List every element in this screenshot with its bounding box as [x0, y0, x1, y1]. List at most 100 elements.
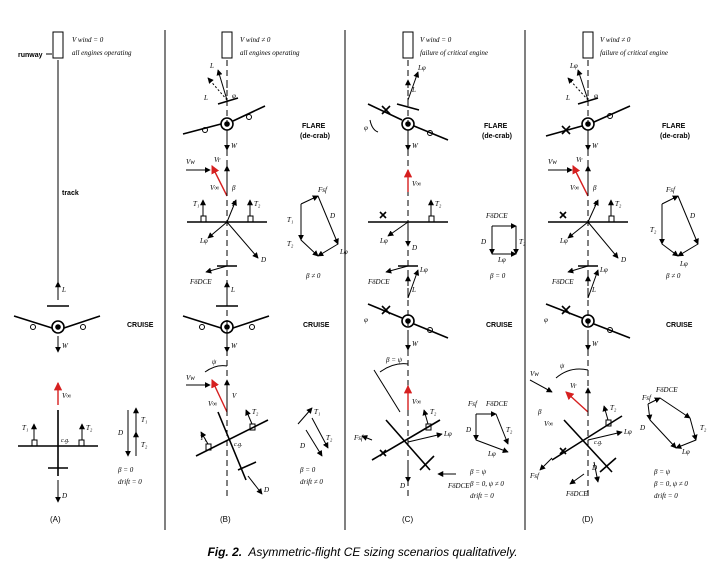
beta-top: β = 0 — [489, 272, 506, 280]
svg-text:FδDCE: FδDCE — [655, 386, 678, 394]
caption-text: Asymmetric-flight CE sizing scenarios qu… — [248, 545, 518, 559]
svg-text:Lφ: Lφ — [199, 237, 208, 245]
beta-text: β = ψ — [653, 468, 671, 476]
aircraft-front-view-cruise — [367, 303, 449, 339]
svg-text:φ: φ — [544, 316, 548, 324]
decrab-label: (de-crab) — [660, 133, 690, 140]
beta-text: β = 0 — [117, 466, 134, 474]
svg-text:T₂: T₂ — [252, 408, 259, 416]
panel-d: V wind ≠ 0 failure of critical engine Lφ… — [529, 31, 707, 524]
svg-text:T₁: T₁ — [22, 424, 28, 432]
aircraft-top-view-crab — [551, 415, 623, 473]
panel-b: V wind ≠ 0 all engines operating L L φ W… — [182, 31, 348, 524]
svg-text:D: D — [260, 256, 266, 264]
beta-top: β ≠ 0 — [665, 272, 681, 280]
flare-label: FLARE — [662, 123, 686, 130]
svg-text:Lφ: Lφ — [497, 256, 506, 264]
beta-text: β = 0 — [299, 466, 316, 474]
svg-text:Fsf: Fsf — [529, 472, 540, 480]
lift-label: L — [61, 286, 66, 294]
svg-text:D: D — [61, 492, 67, 500]
svg-text:Lφ: Lφ — [443, 430, 452, 438]
svg-text:V∞: V∞ — [544, 420, 553, 428]
svg-text:D: D — [689, 212, 695, 220]
svg-text:D: D — [117, 429, 123, 437]
svg-text:Fsf: Fsf — [317, 186, 328, 194]
svg-text:W: W — [231, 342, 238, 350]
svg-text:T₂: T₂ — [254, 200, 261, 208]
svg-text:Lφ: Lφ — [417, 64, 426, 72]
svg-text:Vr: Vr — [214, 156, 221, 164]
svg-text:β: β — [592, 184, 597, 192]
svg-text:β: β — [231, 184, 236, 192]
svg-text:Lφ: Lφ — [623, 428, 632, 436]
svg-text:Fsf: Fsf — [665, 186, 676, 194]
panel-label: (B) — [220, 515, 231, 524]
svg-text:D: D — [465, 426, 471, 434]
figure-canvas: V wind = 0 all engines operating runway … — [13, 30, 707, 530]
engines-note: all engines operating — [240, 49, 300, 57]
svg-text:Vw: Vw — [530, 370, 539, 378]
wind-sock-icon — [221, 31, 233, 59]
svg-text:D: D — [329, 212, 335, 220]
svg-text:L: L — [209, 62, 214, 70]
engines-note: failure of critical engine — [420, 49, 488, 57]
svg-text:FδDCE: FδDCE — [565, 490, 588, 498]
svg-text:L: L — [230, 286, 235, 294]
svg-text:D: D — [411, 244, 417, 252]
svg-text:T₂: T₂ — [141, 441, 148, 449]
cruise-label: CRUISE — [303, 322, 330, 329]
wind-note: V wind = 0 — [420, 36, 452, 44]
svg-text:Lφ: Lφ — [339, 248, 348, 256]
svg-text:T₂: T₂ — [650, 226, 657, 234]
svg-text:φ: φ — [594, 92, 598, 100]
panel-a: V wind = 0 all engines operating runway … — [13, 31, 154, 524]
svg-text:Lφ: Lφ — [559, 237, 568, 245]
drift-text: drift = 0 — [654, 492, 678, 500]
svg-text:φ: φ — [364, 124, 368, 132]
svg-text:L: L — [411, 86, 416, 94]
svg-text:F: F — [593, 200, 599, 208]
svg-text:D: D — [639, 424, 645, 432]
wind-note: V wind = 0 — [72, 36, 104, 44]
flare-label: FLARE — [484, 123, 508, 130]
svg-text:FδDCE: FδDCE — [447, 482, 470, 490]
engines-note: all engines operating — [72, 49, 132, 57]
svg-text:c.g.: c.g. — [594, 440, 603, 446]
svg-text:T₂: T₂ — [519, 238, 526, 246]
flare-label: FLARE — [302, 123, 326, 130]
svg-text:V∞: V∞ — [412, 398, 421, 406]
wind-sock-icon — [582, 31, 594, 59]
svg-text:Lφ: Lφ — [681, 448, 690, 456]
beta-mid: β = ψ — [385, 356, 403, 364]
svg-text:L: L — [565, 94, 570, 102]
svg-text:W: W — [412, 142, 419, 150]
drift-text: drift = 0 — [118, 478, 142, 486]
svg-text:T₂: T₂ — [86, 424, 93, 432]
panel-c: V wind = 0 failure of critical engine Lφ… — [353, 31, 526, 524]
svg-text:W: W — [412, 340, 419, 348]
decrab-label: (de-crab) — [300, 133, 330, 140]
svg-text:D: D — [263, 486, 269, 494]
svg-text:Vw: Vw — [548, 158, 557, 166]
drift-text: drift = 0 — [470, 492, 494, 500]
cg-label: c.g. — [61, 438, 70, 444]
svg-text:L: L — [591, 286, 596, 294]
beta-sub: β = 0, ψ ≠ 0 — [469, 480, 504, 488]
svg-text:V∞: V∞ — [208, 400, 217, 408]
svg-text:V∞: V∞ — [210, 184, 219, 192]
svg-text:Lφ: Lφ — [679, 260, 688, 268]
svg-text:φ: φ — [232, 92, 236, 100]
svg-text:D: D — [399, 482, 405, 490]
svg-text:φ: φ — [364, 316, 368, 324]
svg-text:c.g.: c.g. — [234, 442, 243, 448]
panel-label: (C) — [402, 515, 413, 524]
svg-text:FδDCE: FδDCE — [485, 212, 508, 220]
velocity-label: V∞ — [62, 392, 71, 400]
svg-text:D: D — [480, 238, 486, 246]
runway-label: runway — [18, 52, 43, 59]
svg-text:T₂: T₂ — [326, 434, 333, 442]
svg-text:Vr: Vr — [576, 156, 583, 164]
wind-sock-icon — [402, 31, 414, 59]
svg-text:T₂: T₂ — [615, 200, 622, 208]
